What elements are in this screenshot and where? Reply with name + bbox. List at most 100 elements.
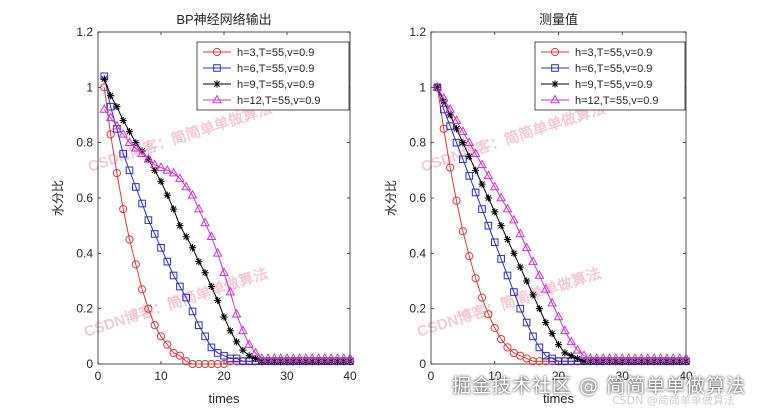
data-point — [630, 353, 640, 362]
data-point — [580, 357, 588, 365]
data-point — [542, 318, 550, 327]
data-point — [157, 177, 165, 185]
data-point — [256, 353, 267, 362]
data-point — [131, 260, 140, 269]
data-point — [674, 353, 685, 362]
data-point — [156, 332, 166, 341]
data-point — [200, 217, 210, 227]
data-point — [478, 205, 486, 213]
data-point — [119, 204, 128, 214]
data-point — [238, 325, 248, 335]
data-point — [106, 130, 115, 139]
x-tick-label: 40 — [679, 369, 693, 383]
legend: h=3,T=55,v=0.9 h=6,T=55,v=0.9 h=9,T=55,v=0… — [534, 41, 686, 111]
data-point — [313, 353, 324, 362]
data-point — [170, 205, 178, 213]
y-tick-label: 0.4 — [409, 246, 426, 260]
data-point — [118, 128, 129, 138]
data-point — [182, 293, 190, 302]
x-axis-label: times — [208, 391, 240, 406]
data-point — [452, 196, 461, 205]
data-point — [598, 353, 608, 362]
data-point — [459, 155, 467, 164]
data-point — [275, 353, 286, 362]
data-point — [503, 343, 512, 352]
data-point — [484, 221, 493, 230]
data-point — [528, 256, 538, 265]
x-tick-label: 20 — [552, 369, 566, 383]
data-point — [220, 313, 228, 321]
data-point — [301, 353, 311, 362]
data-point — [636, 353, 647, 362]
x-tick-label: 30 — [616, 369, 630, 383]
legend-entry: h=9,T=55,v=0.9 — [575, 79, 652, 91]
data-point — [263, 353, 273, 362]
data-point — [529, 291, 537, 299]
data-point — [207, 282, 215, 291]
x-axis-label: times — [543, 391, 575, 406]
data-point — [446, 111, 454, 119]
y-tick-label: 0.4 — [76, 246, 93, 260]
y-tick-label: 1.2 — [409, 25, 426, 39]
data-point — [144, 304, 153, 313]
data-point — [219, 267, 229, 276]
y-tick-label: 1.2 — [76, 25, 93, 39]
data-point — [459, 139, 467, 147]
data-point — [193, 203, 204, 213]
legend-entry: h=6,T=55,v=0.9 — [237, 63, 314, 75]
data-point — [143, 153, 154, 163]
data-point — [212, 247, 223, 257]
data-point — [188, 307, 197, 316]
data-point — [490, 323, 499, 333]
data-point — [233, 338, 241, 346]
data-point — [201, 359, 210, 369]
y-tick-label: 0.2 — [409, 302, 426, 316]
y-tick-label: 0.8 — [409, 136, 426, 150]
data-point — [163, 340, 172, 349]
data-point — [195, 258, 203, 266]
data-point — [484, 194, 492, 202]
data-point — [150, 230, 159, 238]
data-point — [516, 304, 525, 313]
data-point — [125, 235, 134, 244]
data-point — [477, 159, 487, 169]
data-point — [642, 353, 653, 362]
data-point — [490, 238, 499, 247]
legend-entry: h=6,T=55,v=0.9 — [575, 63, 652, 75]
y-tick-label: 1 — [419, 80, 426, 94]
data-point — [105, 112, 116, 122]
series-4 — [432, 81, 691, 362]
data-point — [168, 167, 179, 177]
data-point — [446, 163, 455, 172]
data-point — [206, 231, 217, 241]
data-point — [560, 325, 570, 335]
data-point — [213, 359, 222, 369]
data-point — [100, 75, 108, 83]
data-point — [119, 116, 127, 125]
data-point — [119, 149, 128, 158]
data-point — [144, 216, 153, 224]
legend-marker — [551, 64, 559, 72]
data-point — [579, 350, 589, 359]
data-point — [662, 353, 672, 362]
data-point — [439, 124, 448, 133]
x-tick-label: 10 — [154, 369, 168, 383]
data-point — [503, 235, 512, 244]
data-point — [231, 308, 242, 318]
data-point — [681, 353, 691, 362]
data-point — [176, 282, 184, 291]
legend-marker — [550, 94, 560, 104]
series-line — [436, 87, 686, 359]
data-point — [554, 341, 563, 349]
data-point — [465, 252, 474, 261]
legend-marker — [551, 80, 559, 88]
data-point — [181, 181, 192, 191]
legend-marker — [212, 47, 222, 57]
data-point — [201, 269, 209, 277]
data-point — [553, 311, 564, 321]
site-watermark-small: CSDN @简简单单做算法 — [612, 394, 735, 407]
data-point — [649, 353, 659, 362]
data-point — [175, 173, 185, 182]
data-point — [497, 335, 506, 344]
data-point — [572, 344, 583, 354]
